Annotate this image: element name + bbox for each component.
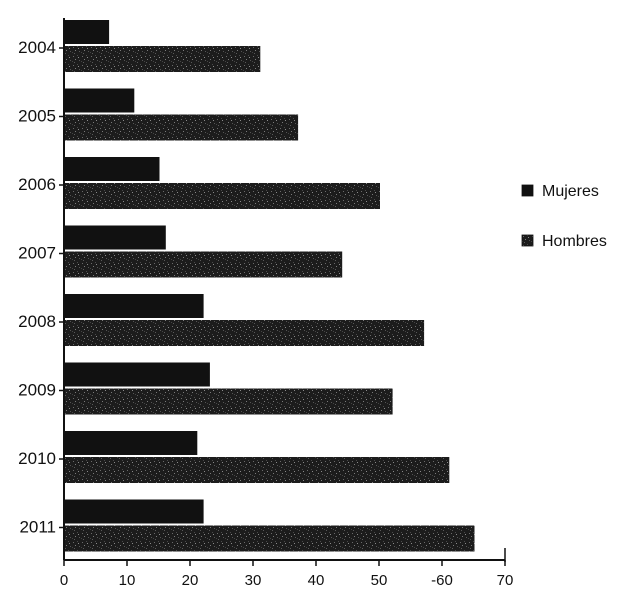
- axes-layer: [59, 18, 506, 566]
- bar-hombres-2007: [65, 251, 343, 278]
- category-label: 2009: [18, 381, 56, 400]
- bar-hombres-2006: [65, 183, 380, 209]
- legend-label-mujeres: Mujeres: [542, 183, 599, 200]
- legend-label-hombres: Hombres: [542, 233, 607, 250]
- category-label: 2010: [18, 449, 56, 468]
- bar-hombres-2005: [65, 114, 299, 141]
- bar-hombres-2011: [65, 525, 475, 552]
- labels-layer: 0 10 20 30 40 50 -60 70 2004 2005 2006 2007 2008 2009…: [18, 38, 513, 589]
- bar-mujeres-2010: [65, 431, 198, 455]
- x-tick-label: 10: [119, 572, 136, 589]
- category-label: 2011: [19, 518, 56, 537]
- x-tick-label: 50: [371, 572, 388, 589]
- bar-hombres-2009: [65, 388, 393, 415]
- bar-mujeres-2004: [65, 20, 110, 44]
- bar-hombres-2008: [65, 320, 425, 346]
- category-label: 2005: [18, 107, 56, 126]
- x-tick-label: 70: [497, 572, 514, 589]
- bar-mujeres-2006: [65, 157, 160, 181]
- x-tick-label: 0: [60, 572, 68, 589]
- category-label: 2006: [18, 175, 56, 194]
- bar-mujeres-2007: [65, 225, 166, 250]
- category-label: 2008: [18, 312, 56, 331]
- x-tick-label: 40: [308, 572, 325, 589]
- bar-mujeres-2008: [65, 294, 204, 318]
- x-tick-label: 20: [182, 572, 199, 589]
- bar-hombres-2010: [65, 457, 450, 483]
- bars-layer: [65, 20, 475, 552]
- legend: Mujeres Hombres: [521, 183, 607, 250]
- bar-hombres-2004: [65, 46, 261, 72]
- category-label: 2004: [18, 38, 56, 57]
- category-label: 2007: [18, 244, 56, 263]
- legend-swatch-mujeres: [521, 184, 534, 197]
- x-tick-label: 30: [245, 572, 262, 589]
- bar-mujeres-2009: [65, 362, 210, 387]
- bar-mujeres-2005: [65, 88, 135, 113]
- x-tick-label: -60: [431, 572, 453, 589]
- legend-swatch-hombres: [521, 234, 534, 247]
- bar-mujeres-2011: [65, 499, 204, 524]
